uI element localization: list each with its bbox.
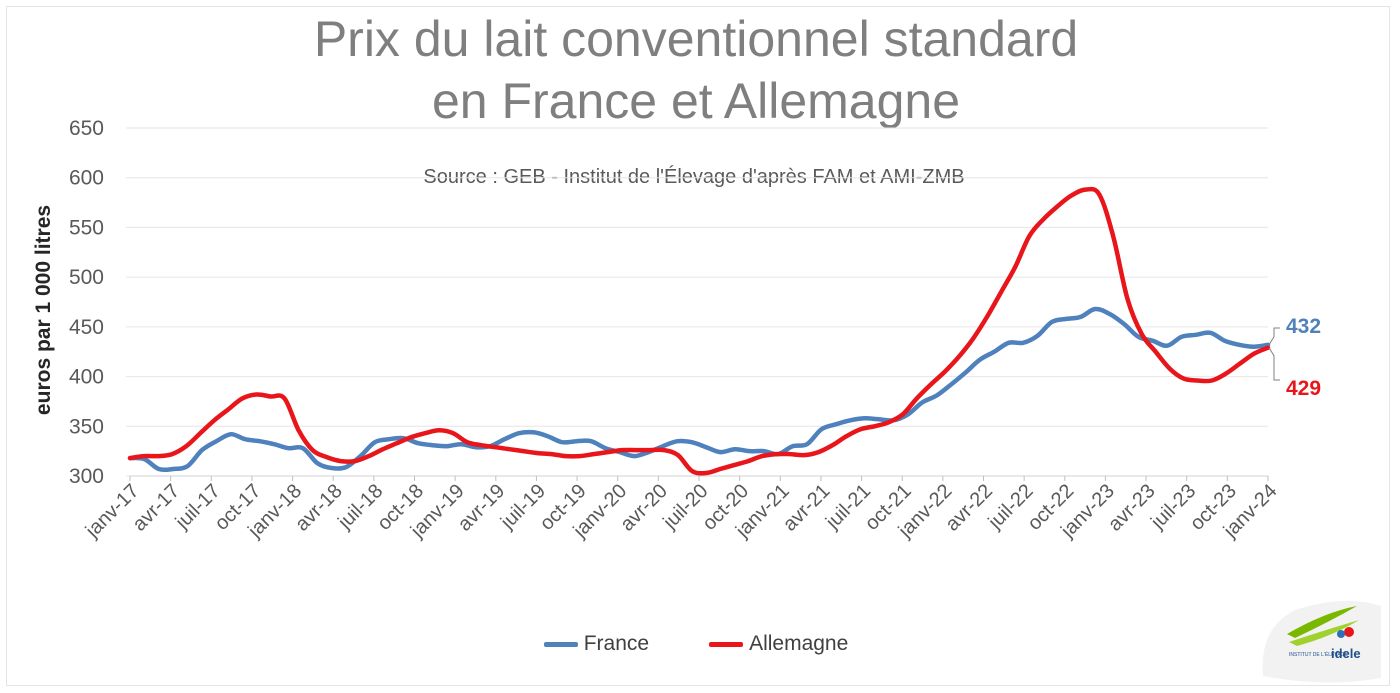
legend-swatch-france	[543, 641, 578, 647]
logo-dot-blue	[1337, 630, 1345, 638]
legend-item-allemagne: Allemagne	[709, 632, 848, 656]
x-tick-label-avr-21: avr-21	[779, 480, 835, 536]
end-label-leader-allemagne	[1268, 347, 1280, 381]
legend-item-france: France	[543, 632, 650, 656]
end-label-france: 432	[1286, 315, 1321, 338]
y-tick-label-350: 350	[69, 415, 104, 438]
logo-leaf-green	[1287, 606, 1357, 638]
legend-label-allemagne: Allemagne	[749, 632, 849, 655]
x-tick-label-avr-23: avr-23	[1104, 480, 1160, 536]
y-tick-label-400: 400	[69, 366, 104, 389]
x-tick-label-avr-17: avr-17	[129, 480, 185, 536]
end-label-allemagne: 429	[1286, 377, 1321, 400]
x-tick-label-avr-20: avr-20	[616, 480, 672, 536]
x-tick-label-avr-22: avr-22	[941, 480, 997, 536]
legend-label-france: France	[583, 632, 650, 655]
series-line-allemagne	[127, 186, 1271, 476]
chart-subtitle: Source : GEB - Institut de l'Élevage d'a…	[423, 166, 965, 188]
logo-backdrop	[1262, 600, 1381, 683]
series-line-france	[127, 306, 1271, 473]
chart-title-line-2: en France et Allemagne	[431, 73, 961, 129]
chart-title-line-1: Prix du lait conventionnel standard	[313, 11, 1079, 67]
idele-logo: INSTITUT DE L'ÉLEVAGE idele	[1262, 600, 1381, 683]
y-axis-title: euros par 1 000 litres	[32, 205, 55, 415]
y-tick-label-550: 550	[69, 216, 104, 239]
y-tick-label-600: 600	[69, 167, 104, 190]
x-tick-label-janv-17: janv-17	[81, 480, 144, 543]
logo-dot-red	[1344, 627, 1354, 637]
legend-swatch-allemagne	[709, 641, 744, 647]
y-tick-label-450: 450	[69, 316, 104, 339]
end-label-leader-france	[1268, 327, 1280, 346]
y-tick-label-500: 500	[69, 266, 104, 289]
logo-small-text: INSTITUT DE L'ÉLEVAGE	[1289, 651, 1349, 658]
logo-leaf-light	[1289, 620, 1359, 646]
y-tick-label-300: 300	[69, 465, 104, 488]
x-tick-label-avr-19: avr-19	[454, 480, 510, 536]
x-tick-label-avr-18: avr-18	[291, 480, 347, 536]
legend: France Allemagne	[0, 632, 1392, 656]
y-tick-label-650: 650	[69, 117, 104, 140]
chart-title: Prix du lait conventionnel standard en F…	[0, 8, 1392, 132]
logo-brand-text: idele	[1331, 646, 1361, 661]
